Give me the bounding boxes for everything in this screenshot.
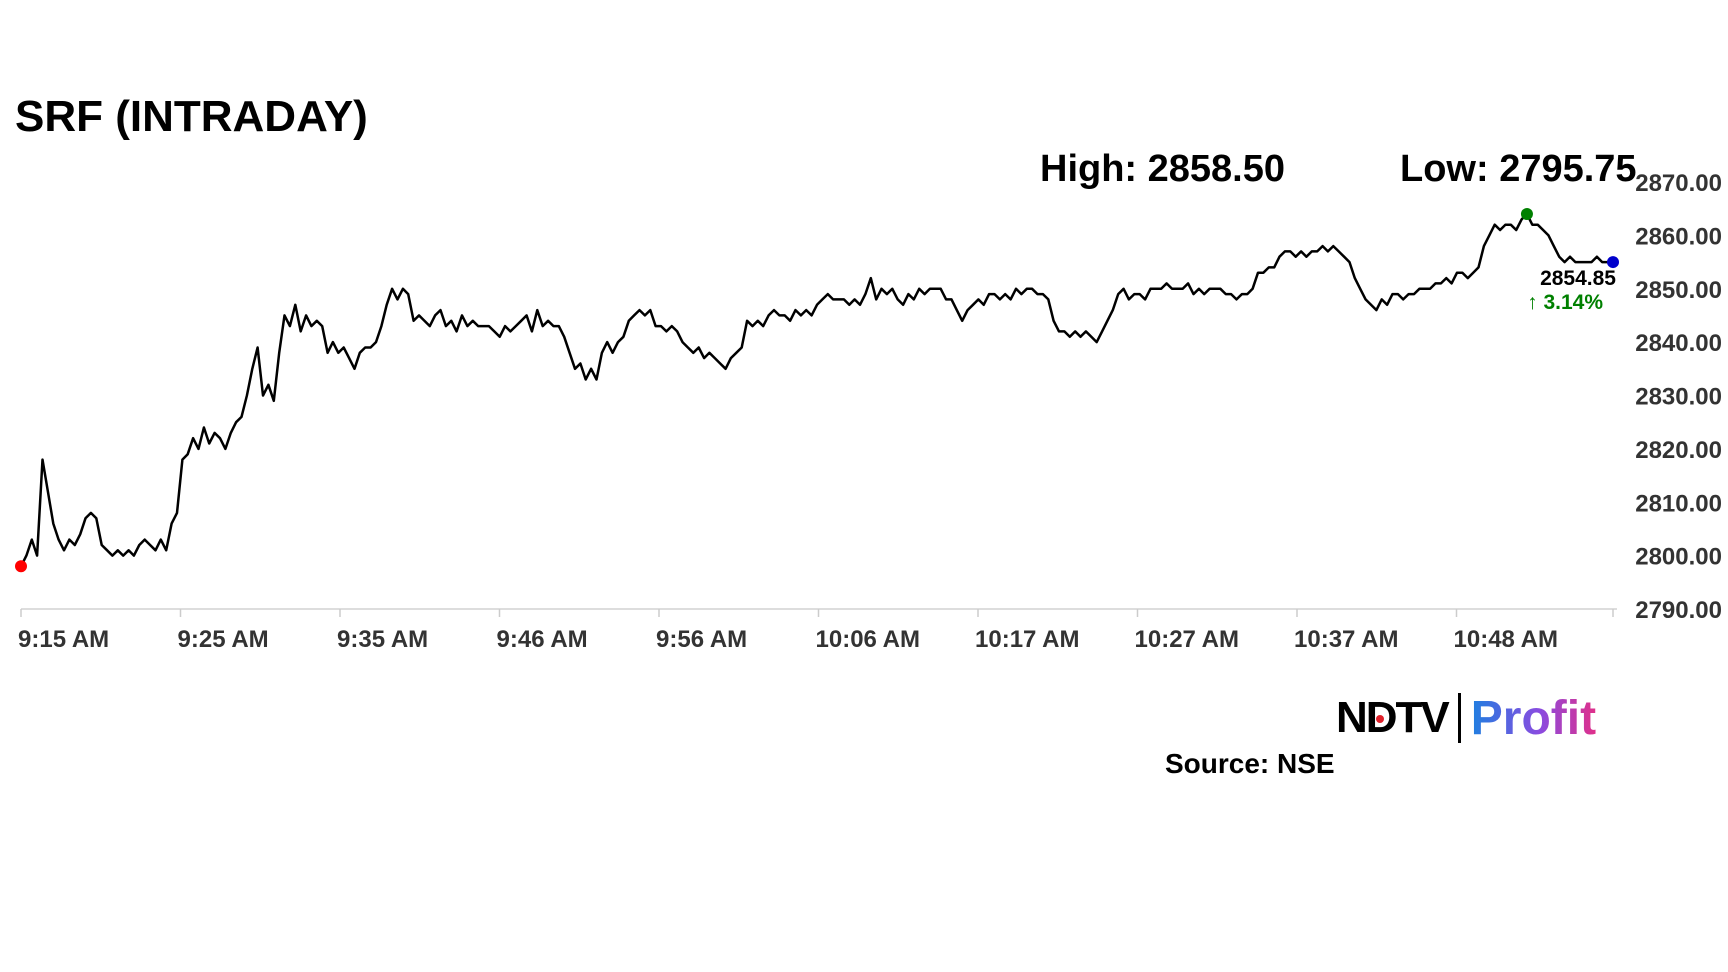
y-tick-label: 2860.00 bbox=[1635, 223, 1722, 250]
high-point-marker bbox=[1520, 208, 1533, 221]
x-tick-label: 10:27 AM bbox=[1135, 626, 1239, 653]
logo-profit-text: Profit bbox=[1470, 691, 1597, 745]
y-tick-label: 2850.00 bbox=[1635, 277, 1722, 304]
x-tick-label: 9:35 AM bbox=[337, 626, 428, 653]
last-value-label: 2854.85 bbox=[1540, 267, 1616, 290]
y-tick-label: 2810.00 bbox=[1635, 490, 1722, 517]
y-axis-ticks: 2870.00 2860.00 2850.00 2840.00 2830.00 2820.… bbox=[1635, 170, 1722, 624]
page-title: SRF (INTRADAY) bbox=[15, 92, 368, 141]
y-tick-label: 2870.00 bbox=[1635, 170, 1722, 197]
low-value-label: Low: 2795.75 bbox=[1400, 148, 1637, 190]
x-tick-label: 10:17 AM bbox=[975, 626, 1079, 653]
high-value-label: High: 2858.50 bbox=[1040, 148, 1285, 190]
y-tick-label: 2790.00 bbox=[1635, 597, 1722, 624]
y-tick-label: 2830.00 bbox=[1635, 384, 1722, 411]
y-tick-label: 2800.00 bbox=[1635, 544, 1722, 571]
x-tick-label: 10:37 AM bbox=[1294, 626, 1398, 653]
x-tick-label: 9:46 AM bbox=[497, 626, 588, 653]
x-tick-label: 9:25 AM bbox=[178, 626, 269, 653]
x-tick-label: 10:06 AM bbox=[816, 626, 920, 653]
y-tick-label: 2820.00 bbox=[1635, 437, 1722, 464]
y-tick-label: 2840.00 bbox=[1635, 330, 1722, 357]
price-line bbox=[19, 212, 1613, 567]
x-tick-label: 9:15 AM bbox=[18, 626, 109, 653]
x-tick-label: 10:48 AM bbox=[1454, 626, 1558, 653]
ndtv-profit-logo: NDTV Profit bbox=[1336, 691, 1597, 745]
x-tick-label: 9:56 AM bbox=[656, 626, 747, 653]
change-percent-label: ↑ 3.14% bbox=[1527, 291, 1603, 314]
logo-ndtv-text: NDTV bbox=[1336, 693, 1450, 742]
start-point-marker bbox=[15, 560, 27, 573]
last-point-marker bbox=[1607, 256, 1619, 269]
x-axis-ticks: 9:15 AM 9:25 AM 9:35 AM 9:46 AM 9:56 AM 10:06… bbox=[18, 609, 1614, 653]
source-label: Source: NSE bbox=[1165, 748, 1335, 779]
logo-dot bbox=[1376, 715, 1384, 723]
logo-divider bbox=[1457, 693, 1461, 743]
